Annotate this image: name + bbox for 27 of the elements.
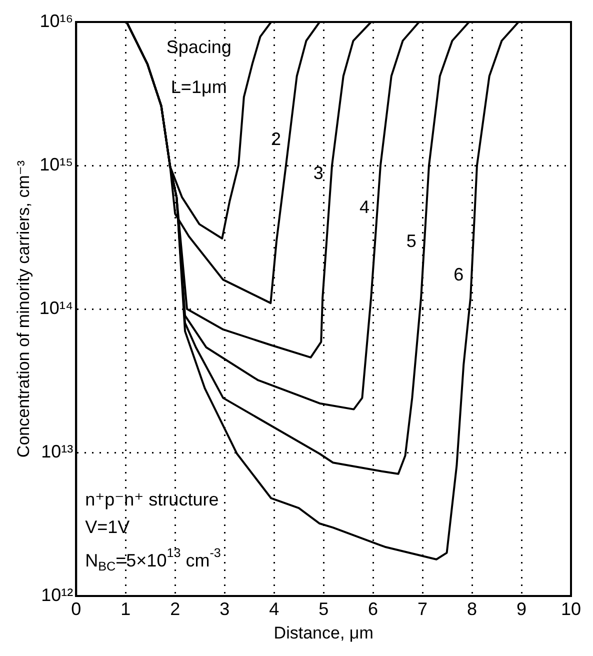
x-tick-label: 2 xyxy=(170,598,180,619)
x-tick-label: 10 xyxy=(560,598,582,619)
annotation: V=1V xyxy=(85,517,130,538)
x-tick-label: 1 xyxy=(120,598,131,619)
annotation: n⁺p⁻n⁺ structure xyxy=(85,490,219,510)
x-tick-label: 7 xyxy=(418,598,428,619)
y-tick-label: 10¹⁶ xyxy=(40,10,74,31)
x-tick-label: 5 xyxy=(318,598,329,619)
series-label: 6 xyxy=(454,264,464,285)
y-axis-title: Concentration of minority carriers, cm⁻³ xyxy=(14,160,33,458)
annotation: Spacing xyxy=(166,36,232,57)
series-label: 4 xyxy=(359,196,370,217)
y-tick-label: 10¹² xyxy=(41,584,74,605)
x-tick-label: 6 xyxy=(368,598,378,619)
y-tick-label: 10¹³ xyxy=(41,441,74,462)
series-label: 3 xyxy=(313,163,324,184)
series-label: L=1μm xyxy=(170,76,227,97)
x-tick-label: 8 xyxy=(467,598,478,619)
x-axis-title: Distance, μm xyxy=(274,623,374,642)
x-tick-label: 4 xyxy=(269,598,280,619)
y-tick-label: 10¹⁵ xyxy=(40,154,74,174)
x-tick-label: 3 xyxy=(220,598,230,619)
y-tick-label: 10¹⁴ xyxy=(39,298,74,318)
series-label: 5 xyxy=(406,230,416,251)
series-label: 2 xyxy=(271,129,282,150)
x-tick-label: 0 xyxy=(71,598,82,619)
x-tick-label: 9 xyxy=(516,598,527,619)
